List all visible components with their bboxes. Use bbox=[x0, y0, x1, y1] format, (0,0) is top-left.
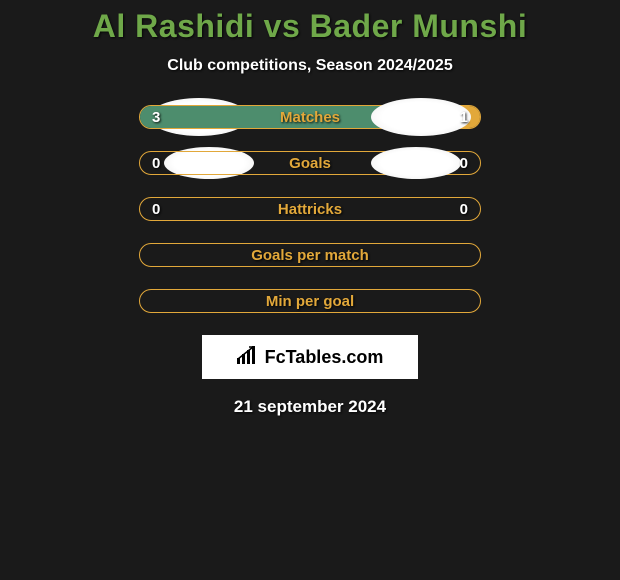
stat-label: Min per goal bbox=[140, 293, 480, 310]
page-subtitle: Club competitions, Season 2024/2025 bbox=[167, 57, 452, 75]
page-title: Al Rashidi vs Bader Munshi bbox=[93, 8, 527, 45]
stat-label: Goals per match bbox=[140, 247, 480, 264]
chart-icon bbox=[237, 346, 259, 369]
stat-bar: 0Goals0 bbox=[139, 151, 481, 175]
stat-label: Matches bbox=[140, 109, 480, 126]
stat-row: Min per goal bbox=[139, 289, 481, 313]
stat-value-right: 0 bbox=[460, 155, 468, 172]
date-text: 21 september 2024 bbox=[234, 397, 386, 417]
stats-rows: 3Matches10Goals00Hattricks0Goals per mat… bbox=[139, 105, 481, 335]
stat-value-right: 0 bbox=[460, 201, 468, 218]
logo: FcTables.com bbox=[237, 346, 384, 369]
stat-label: Goals bbox=[140, 155, 480, 172]
stat-label: Hattricks bbox=[140, 201, 480, 218]
stat-value-right: 1 bbox=[460, 109, 468, 126]
stat-row: 0Hattricks0 bbox=[139, 197, 481, 221]
stat-bar: 3Matches1 bbox=[139, 105, 481, 129]
logo-box: FcTables.com bbox=[202, 335, 418, 379]
stat-bar: 0Hattricks0 bbox=[139, 197, 481, 221]
stat-bar: Min per goal bbox=[139, 289, 481, 313]
stat-row: 3Matches1 bbox=[139, 105, 481, 129]
stat-row: Goals per match bbox=[139, 243, 481, 267]
main-container: Al Rashidi vs Bader Munshi Club competit… bbox=[0, 0, 620, 417]
logo-text: FcTables.com bbox=[265, 347, 384, 368]
stat-bar: Goals per match bbox=[139, 243, 481, 267]
stat-row: 0Goals0 bbox=[139, 151, 481, 175]
